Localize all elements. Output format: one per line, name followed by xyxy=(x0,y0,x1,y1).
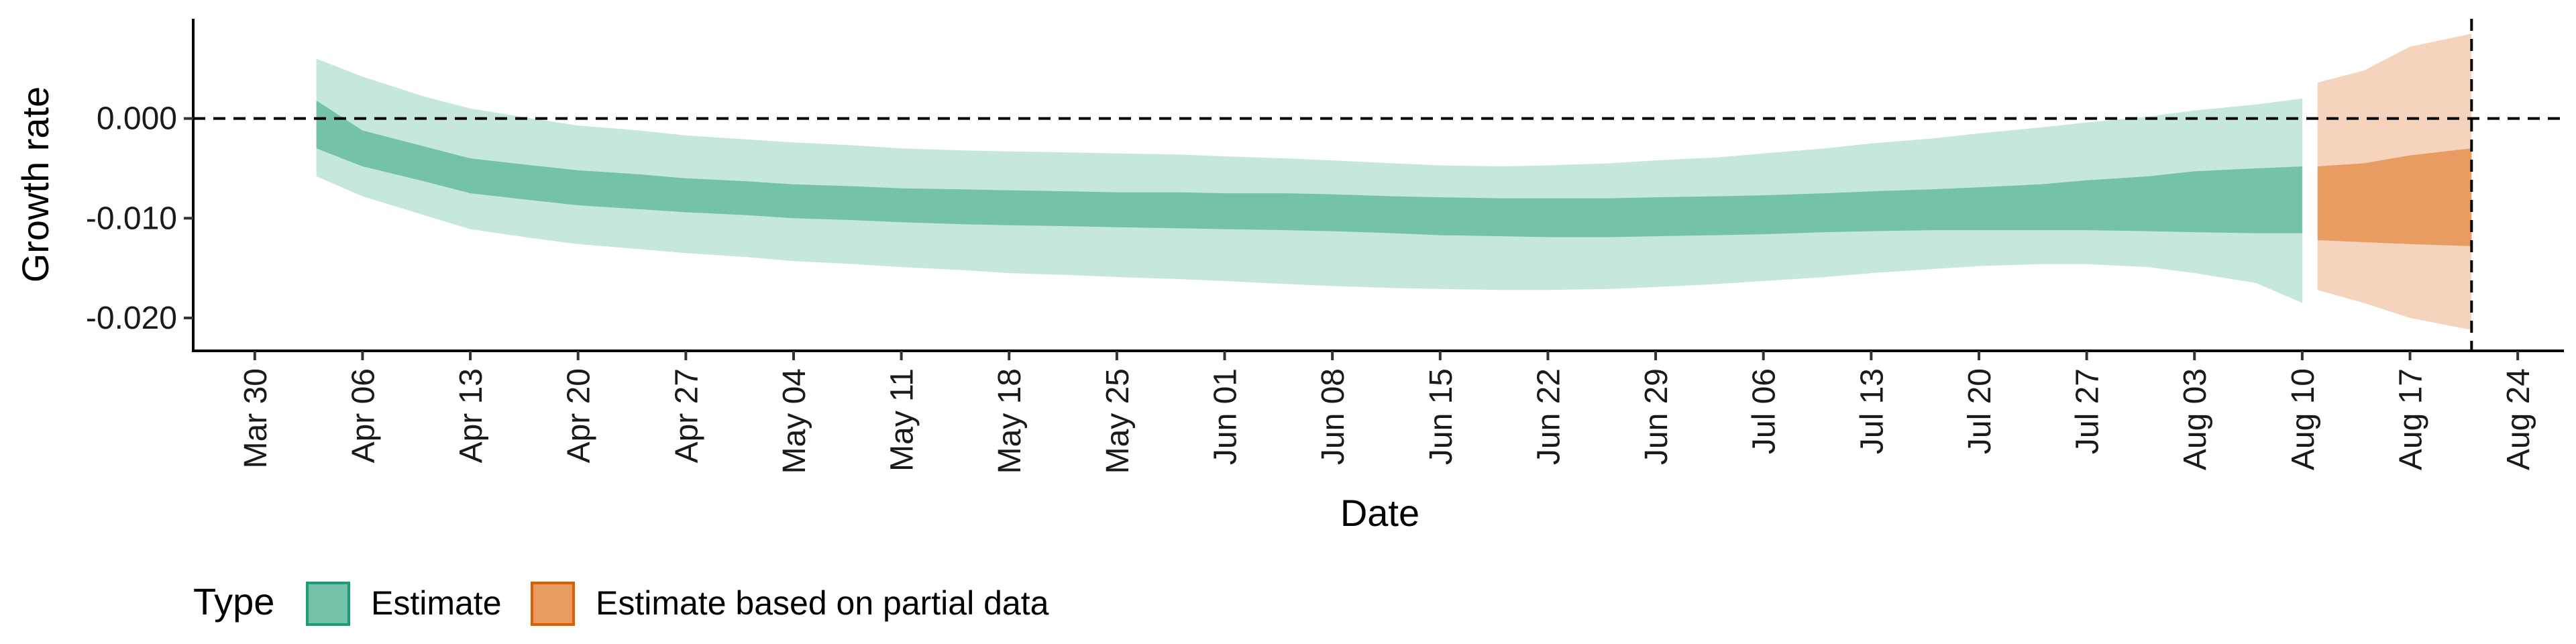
x-tick-label: Jul 20 xyxy=(1962,368,1998,454)
x-tick-label: Apr 06 xyxy=(345,368,381,463)
estimate-inner-band xyxy=(316,100,2302,237)
y-axis-title: Growth rate xyxy=(14,87,56,283)
x-tick-label: Aug 03 xyxy=(2178,368,2213,470)
legend-label-estimate: Estimate xyxy=(371,584,502,622)
x-axis-title: Date xyxy=(1340,492,1419,534)
y-ticks: 0.000 -0.010 -0.020 xyxy=(86,101,193,336)
y-tick-label: 0.000 xyxy=(97,101,177,137)
x-tick-label: Jun 01 xyxy=(1208,368,1244,465)
x-tick-label: Jun 29 xyxy=(1639,368,1674,465)
x-tick-label: Apr 27 xyxy=(669,368,704,463)
x-tick-label: May 25 xyxy=(1100,368,1136,474)
legend-title: Type xyxy=(193,580,274,623)
axes xyxy=(192,19,2564,352)
x-tick-label: Jun 15 xyxy=(1424,368,1459,465)
x-tick-label: Apr 13 xyxy=(453,368,489,463)
reference-lines xyxy=(193,19,2564,351)
y-tick-label: -0.020 xyxy=(86,301,177,336)
x-tick-label: Jun 08 xyxy=(1316,368,1351,465)
x-tick-label: Jun 22 xyxy=(1531,368,1566,465)
ribbon-layer xyxy=(316,34,2472,330)
legend-swatch-estimate xyxy=(306,582,350,626)
legend-swatch-partial xyxy=(531,582,575,626)
x-tick-label: May 04 xyxy=(777,368,812,474)
partial-estimate-inner-band xyxy=(2317,148,2472,246)
x-tick-label: Aug 24 xyxy=(2501,368,2536,470)
legend: Type Estimate Estimate based on partial … xyxy=(193,580,1049,626)
x-tick-label: Jul 13 xyxy=(1854,368,1890,454)
y-tick-label: -0.010 xyxy=(86,201,177,236)
x-tick-label: Jul 27 xyxy=(2070,368,2106,454)
x-tick-label: Apr 20 xyxy=(561,368,597,463)
legend-label-partial: Estimate based on partial data xyxy=(596,584,1049,622)
x-ticks: Mar 30 Apr 06 Apr 13 Apr 20 Apr 27 May 04 May … xyxy=(238,351,2536,474)
x-tick-label: Mar 30 xyxy=(238,368,274,468)
x-tick-label: Aug 17 xyxy=(2394,368,2429,470)
x-tick-label: May 18 xyxy=(992,368,1028,474)
x-tick-label: May 11 xyxy=(885,368,920,472)
x-tick-label: Aug 10 xyxy=(2286,368,2321,470)
x-tick-label: Jul 06 xyxy=(1747,368,1782,454)
estimate-outer-band xyxy=(316,58,2302,303)
